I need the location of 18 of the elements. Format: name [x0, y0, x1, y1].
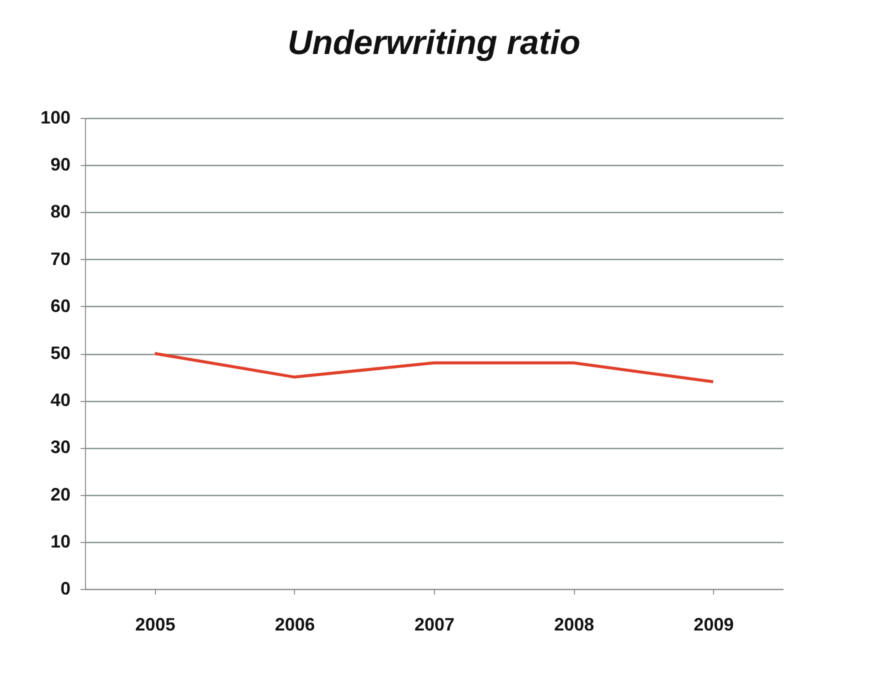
y-tick-label: 90	[50, 154, 70, 175]
y-tick-label: 30	[50, 437, 70, 458]
y-tick-label: 40	[50, 390, 70, 410]
y-tick-label: 70	[50, 248, 70, 269]
x-tick-label: 2007	[414, 614, 455, 634]
y-tick-label: 100	[40, 108, 70, 128]
chart-title: Underwriting ratio	[288, 24, 580, 62]
y-tick-label: 80	[50, 202, 70, 222]
x-tick-label: 2006	[274, 614, 315, 634]
y-tick-label: 20	[50, 484, 70, 504]
y-tick-label: 60	[50, 296, 70, 316]
x-tick-label: 2009	[694, 614, 734, 634]
y-tick-label: 50	[50, 343, 70, 363]
x-tick-label: 2008	[554, 614, 594, 634]
y-tick-label: 10	[50, 531, 70, 552]
line-series	[153, 352, 715, 384]
x-tick-label: 2005	[135, 614, 176, 634]
y-tick-label: 0	[60, 578, 70, 598]
